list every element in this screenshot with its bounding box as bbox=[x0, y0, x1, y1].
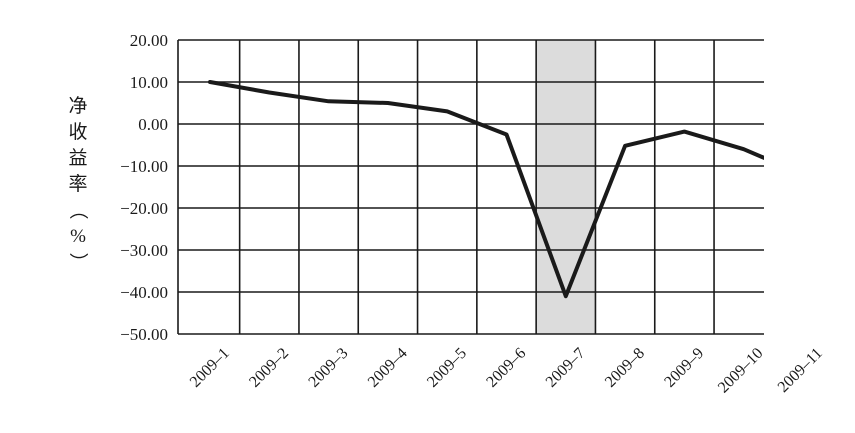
y-tick-label: −20.00 bbox=[120, 199, 168, 218]
x-tick-label: 2009–8 bbox=[602, 345, 648, 391]
x-tick-label: 2009–6 bbox=[483, 345, 529, 391]
highlight-band bbox=[536, 40, 596, 334]
x-tick-label: 2009–1 bbox=[187, 345, 233, 391]
y-label-char: 收 bbox=[68, 121, 87, 143]
x-tick-label: 2009–10 bbox=[715, 345, 767, 397]
y-tick-label: 10.00 bbox=[130, 73, 168, 92]
y-label-char: ） bbox=[67, 252, 89, 271]
x-tick-label: 2009–9 bbox=[661, 345, 707, 391]
y-tick-label: 0.00 bbox=[138, 115, 168, 134]
y-tick-label: −10.00 bbox=[120, 157, 168, 176]
x-tick-labels: 2009–1 2009–2 2009–3 2009–4 2009–5 2009–6 2009… bbox=[187, 345, 826, 397]
x-tick-label: 2009–5 bbox=[424, 345, 470, 391]
x-tick-label: 2009–7 bbox=[543, 345, 589, 391]
x-tick-label: 2009–3 bbox=[305, 345, 351, 391]
series-line-layer bbox=[208, 80, 764, 299]
y-label-char: 益 bbox=[68, 147, 87, 169]
y-label-char: 率 bbox=[68, 173, 87, 195]
y-tick-label: −40.00 bbox=[120, 283, 168, 302]
y-label-char: （ bbox=[67, 200, 89, 219]
x-tick-label: 2009–4 bbox=[365, 345, 411, 391]
grid-layer bbox=[177, 39, 764, 335]
y-tick-label: 20.00 bbox=[130, 31, 168, 50]
series-line bbox=[208, 80, 764, 299]
y-label-char: 净 bbox=[68, 95, 87, 117]
highlight-band-layer bbox=[536, 40, 596, 334]
x-tick-label: 2009–11 bbox=[775, 345, 826, 396]
y-tick-label: −50.00 bbox=[120, 325, 168, 344]
y-tick-label: −30.00 bbox=[120, 241, 168, 260]
x-tick-label: 2009–2 bbox=[246, 345, 292, 391]
y-label-char: % bbox=[70, 226, 86, 247]
y-tick-labels: 20.00 10.00 0.00 −10.00 −20.00 −30.00 −40.00 −5… bbox=[120, 31, 168, 344]
